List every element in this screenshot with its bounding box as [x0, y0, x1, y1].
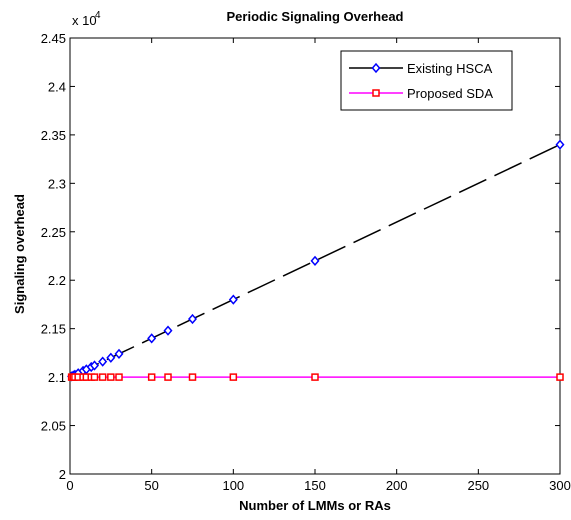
- x-tick-label: 300: [549, 478, 571, 493]
- series-2: [67, 373, 564, 381]
- legend-marker: [372, 89, 380, 97]
- data-point: [115, 373, 123, 381]
- y-tick-label: 2.35: [41, 128, 66, 143]
- x-axis-title: Number of LMMs or RAs: [239, 498, 391, 513]
- data-point: [188, 313, 197, 325]
- series-1: [67, 139, 565, 382]
- y-tick-label: 2.05: [41, 419, 66, 434]
- series-group: [67, 139, 565, 382]
- y-tick-label: 2.2: [48, 273, 66, 288]
- x-tick-label: 50: [144, 478, 158, 493]
- y-multiplier-base: x 10: [72, 13, 97, 28]
- data-point: [310, 255, 320, 266]
- x-tick-label: 0: [66, 478, 73, 493]
- data-point: [98, 356, 108, 367]
- legend-box: [340, 50, 513, 111]
- data-point: [556, 373, 564, 381]
- legend-label: Existing HSCA: [407, 61, 493, 76]
- y-axis-title: Signaling overhead: [12, 194, 27, 314]
- legend: Existing HSCA Proposed SDA: [340, 50, 513, 111]
- data-point: [114, 348, 124, 359]
- y-tick-label: 2.1: [48, 370, 66, 385]
- data-point: [188, 373, 197, 381]
- legend-label: Proposed SDA: [407, 86, 493, 101]
- y-tick-label: 2: [59, 467, 66, 482]
- data-point: [107, 373, 115, 381]
- x-tick-label: 150: [304, 478, 326, 493]
- y-tick-label: 2.25: [41, 225, 66, 240]
- y-multiplier-exponent: 4: [95, 10, 101, 21]
- x-tick-label: 250: [467, 478, 489, 493]
- y-tick-label: 2.45: [41, 31, 66, 46]
- data-point: [163, 325, 173, 336]
- x-tick-label: 200: [386, 478, 408, 493]
- data-point: [90, 360, 99, 371]
- legend-marker: [371, 62, 381, 74]
- data-point: [106, 352, 116, 363]
- y-multiplier: x 10 4: [72, 10, 101, 28]
- data-point: [147, 333, 157, 344]
- data-point: [147, 373, 156, 381]
- data-point: [311, 373, 319, 381]
- x-tick-label: 100: [222, 478, 244, 493]
- data-point: [164, 373, 172, 381]
- data-point: [90, 373, 99, 381]
- y-tick-label: 2.15: [41, 322, 66, 337]
- chart-title: Periodic Signaling Overhead: [227, 9, 404, 24]
- data-point: [229, 373, 238, 381]
- y-tick-label: 2.3: [48, 176, 66, 191]
- data-point: [98, 373, 107, 381]
- data-point: [228, 294, 238, 305]
- data-point: [555, 139, 565, 150]
- ticks-group: 0 50 100 150 200 250 300 2 2.05 2.1 2.15 2.2 2.25 2.3…: [41, 31, 571, 493]
- y-tick-label: 2.4: [48, 79, 66, 94]
